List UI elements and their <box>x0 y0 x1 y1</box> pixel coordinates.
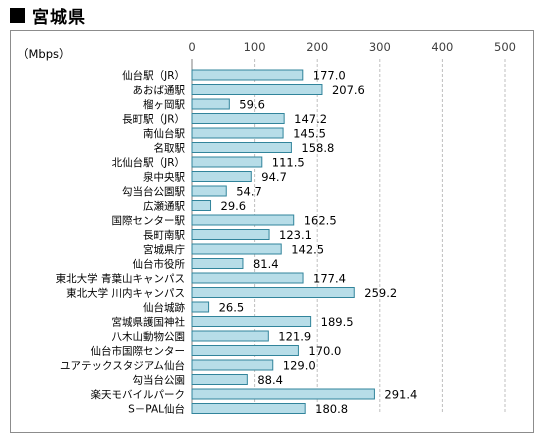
category-label: 仙台市役所 <box>133 258 186 271</box>
value-label: 207.6 <box>332 83 365 97</box>
category-label: 勾当台公園駅 <box>122 185 185 198</box>
page-title: 宮城県 <box>32 7 86 28</box>
bar <box>191 272 304 284</box>
bar <box>191 359 274 371</box>
value-label: 111.5 <box>272 156 305 170</box>
page-heading: 宮城県 <box>10 3 86 28</box>
x-tick-label: 400 <box>431 40 453 54</box>
category-label: 仙台駅（JR） <box>122 69 185 82</box>
bar <box>191 84 323 95</box>
category-label: 宮城県庁 <box>143 243 185 256</box>
category-label: 東北大学 川内キャンパス <box>66 287 185 300</box>
value-label: 59.6 <box>239 98 265 112</box>
category-label: 北仙台駅（JR） <box>112 156 185 169</box>
bar <box>191 127 284 139</box>
bar <box>191 98 230 110</box>
value-label: 170.0 <box>308 344 341 358</box>
category-label: 宮城県護国神社 <box>112 316 186 329</box>
bar <box>191 374 248 385</box>
category-label: 広瀬通駅 <box>143 200 185 213</box>
bar <box>191 403 306 414</box>
value-label: 54.7 <box>236 185 262 199</box>
x-tick-label: 300 <box>369 40 391 54</box>
category-label: あおば通駅 <box>133 85 186 97</box>
axis-ticks: 0 100 200 300 400 500 <box>188 40 516 54</box>
bar <box>191 214 295 226</box>
category-label: 東北大学 青葉山キャンパス <box>56 272 185 285</box>
value-label: 88.4 <box>257 373 283 387</box>
bar <box>191 142 292 153</box>
value-label: 158.8 <box>301 141 334 155</box>
heading-square-icon <box>10 7 25 23</box>
value-label: 162.5 <box>304 214 337 228</box>
bar <box>191 301 210 313</box>
bar <box>191 113 285 124</box>
category-label: 仙台市国際センター <box>91 345 186 358</box>
category-label: 勾当台公園 <box>133 374 186 387</box>
category-label: 楽天モバイルパーク <box>91 388 186 401</box>
category-label: 長町駅（JR） <box>122 114 185 126</box>
value-label: 142.5 <box>291 243 324 257</box>
value-label: 123.1 <box>279 228 312 242</box>
value-label: 145.5 <box>293 127 326 141</box>
bar <box>191 200 212 211</box>
bar <box>191 69 304 81</box>
bars <box>191 69 375 414</box>
value-label: 129.0 <box>283 359 316 373</box>
bar <box>191 287 355 298</box>
value-label: 147.2 <box>294 112 327 126</box>
value-label: 177.0 <box>313 69 346 83</box>
value-label: 291.4 <box>384 388 417 402</box>
category-label: ユアテックスタジアム仙台 <box>60 359 185 372</box>
bar <box>191 345 299 356</box>
value-label: 177.4 <box>313 272 346 286</box>
value-label: 81.4 <box>253 257 279 271</box>
category-label: 長町南駅 <box>143 229 185 242</box>
category-label: 泉中央駅 <box>143 171 185 184</box>
value-label: 94.7 <box>261 170 287 184</box>
x-tick-label: 100 <box>244 40 266 54</box>
value-label: 259.2 <box>364 286 397 300</box>
bar-chart: 0 100 200 300 400 500 仙台駅（JR） あおば通駅榴ヶ岡駅長町駅（JR）… <box>17 40 516 417</box>
value-label: 189.5 <box>321 315 354 329</box>
category-label: 名取駅 <box>154 142 186 155</box>
bar <box>191 171 252 182</box>
bar <box>191 185 227 197</box>
x-tick-label: 0 <box>188 40 195 54</box>
unit-label: （Mbps） <box>17 47 71 61</box>
value-label: 29.6 <box>221 199 247 213</box>
category-label: 国際センター駅 <box>112 215 186 227</box>
bar <box>191 316 312 327</box>
bar <box>191 330 269 342</box>
category-label: 仙台城跡 <box>143 301 185 314</box>
value-label: 121.9 <box>278 330 311 344</box>
category-label: 南仙台駅 <box>143 127 185 140</box>
chart-frame: 0 100 200 300 400 500 仙台駅（JR） あおば通駅 榴ヶ岡駅長町駅（JR）… <box>10 30 534 433</box>
bar <box>191 156 263 168</box>
category-label: 八木山動物公園 <box>112 330 186 343</box>
bar <box>191 258 244 269</box>
x-tick-label: 200 <box>306 40 328 54</box>
bar <box>191 229 270 240</box>
bar <box>191 243 282 255</box>
category-label: S－PAL仙台 <box>128 403 185 416</box>
x-tick-label: 500 <box>494 40 516 54</box>
value-label: 180.8 <box>315 402 348 416</box>
value-label: 26.5 <box>219 301 245 315</box>
category-label: 榴ヶ岡駅 <box>143 98 185 111</box>
bar <box>191 388 375 400</box>
